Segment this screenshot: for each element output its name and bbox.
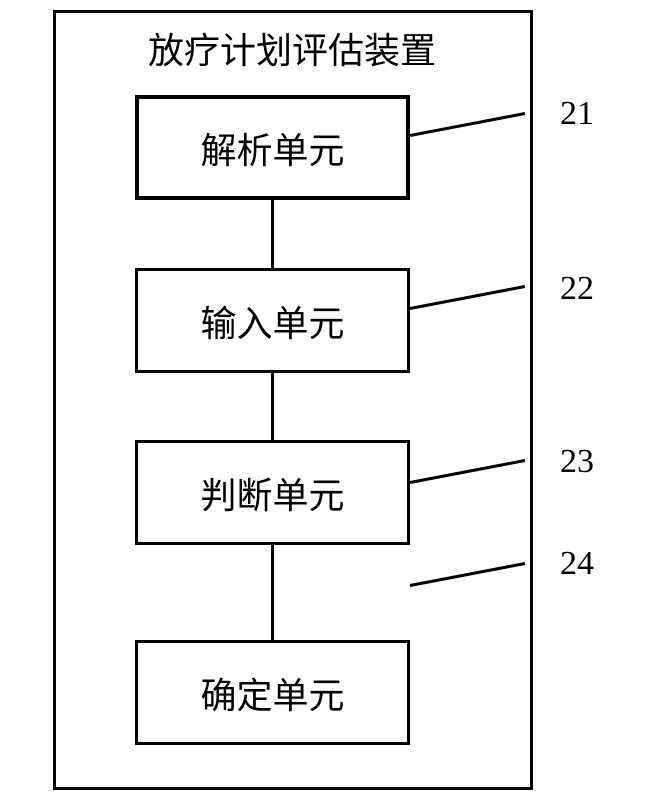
unit-box-b4: 确定单元	[135, 640, 410, 745]
unit-box-label: 输入单元	[200, 295, 344, 347]
unit-box-label: 判断单元	[200, 467, 344, 519]
connector-3	[271, 545, 274, 640]
unit-box-label: 解析单元	[200, 122, 344, 174]
connector-2	[271, 373, 274, 440]
ref-number-23: 23	[560, 443, 594, 481]
unit-box-b2: 输入单元	[135, 268, 410, 373]
connector-1	[271, 200, 274, 268]
unit-box-b1: 解析单元	[135, 95, 410, 200]
ref-number-22: 22	[560, 270, 594, 308]
diagram-title: 放疗计划评估装置	[112, 22, 472, 74]
unit-box-b3: 判断单元	[135, 440, 410, 545]
ref-number-24: 24	[560, 545, 594, 583]
unit-box-label: 确定单元	[200, 667, 344, 719]
ref-number-21: 21	[560, 95, 594, 133]
